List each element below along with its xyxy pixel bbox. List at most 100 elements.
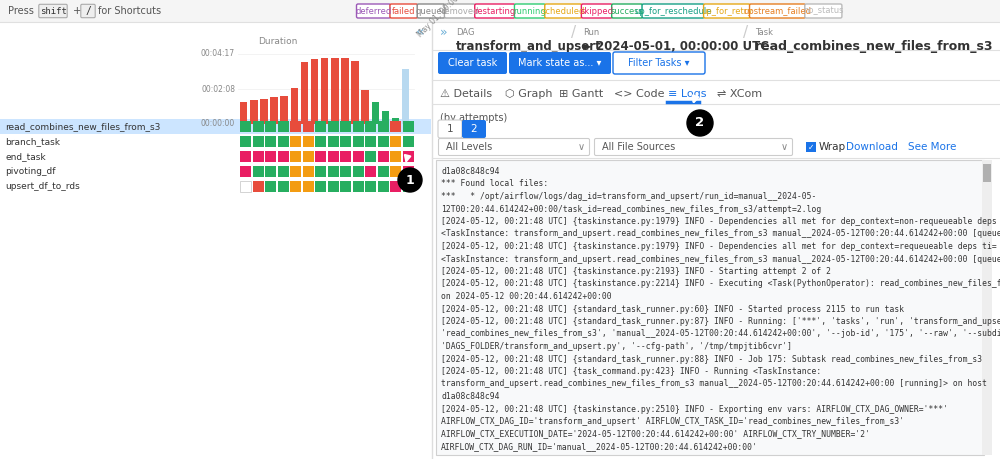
FancyBboxPatch shape [438,139,590,156]
Bar [260,99,268,124]
Text: [2024-05-12, 00:21:48 UTC] {standard_task_runner.py:87} INFO - Running: ['***', : [2024-05-12, 00:21:48 UTC] {standard_tas… [441,317,1000,326]
Text: ⬡ Graph: ⬡ Graph [505,89,552,99]
Text: <> Code: <> Code [614,89,664,99]
Text: running: running [513,6,546,16]
FancyBboxPatch shape [750,4,805,18]
Bar [372,101,379,124]
Text: /: / [571,24,576,39]
Bar [315,181,326,192]
Bar [265,151,276,162]
Bar [290,151,301,162]
Bar [278,181,288,192]
Text: «: « [416,25,424,39]
Text: shift: shift [40,6,66,16]
Bar [982,160,992,455]
Bar [290,136,301,147]
Bar [252,181,264,192]
Bar [252,151,264,162]
Text: [2024-05-12, 00:21:48 UTC] {taskinstance.py:2193} INFO - Starting attempt 2 of 2: [2024-05-12, 00:21:48 UTC] {taskinstance… [441,267,831,276]
Text: +: + [73,6,82,16]
Bar [328,121,338,132]
Text: Duration: Duration [258,37,297,46]
Text: success: success [611,6,644,16]
Text: 'DAGS_FOLDER/transform_and_upsert.py', '--cfg-path', '/tmp/tmpjtib6cvr']: 'DAGS_FOLDER/transform_and_upsert.py', '… [441,342,792,351]
FancyBboxPatch shape [612,4,643,18]
Bar [352,151,364,162]
Bar [432,22,1000,459]
Bar [315,166,326,177]
Text: upstream_failed: upstream_failed [743,6,811,16]
Text: See More: See More [908,142,956,152]
Bar [240,151,251,162]
Text: 'read_combines_new_files_from_s3', 'manual__2024-05-12T00:20:44.614242+00:00', ': 'read_combines_new_files_from_s3', 'manu… [441,330,1000,338]
Text: pivoting_df: pivoting_df [5,167,56,176]
Text: up_for_reschedule: up_for_reschedule [634,6,712,16]
FancyBboxPatch shape [581,4,612,18]
Bar [278,136,288,147]
Text: ***   * /opt/airflow/logs/dag_id=transform_and_upsert/run_id=manual__2024-05-: *** * /opt/airflow/logs/dag_id=transform… [441,192,816,201]
Bar [315,136,326,147]
Bar [302,136,314,147]
Text: ► 2024-05-01, 00:00:00 UTC: ► 2024-05-01, 00:00:00 UTC [583,40,769,53]
Circle shape [398,168,422,192]
Bar [290,166,301,177]
Text: [2024-05-12, 00:21:48 UTC] {task_command.py:423} INFO - Running <TaskInstance:: [2024-05-12, 00:21:48 UTC] {task_command… [441,367,821,376]
Text: »: » [440,26,448,39]
Text: skipped: skipped [580,6,613,16]
Text: ⇌ XCom: ⇌ XCom [717,89,762,99]
Bar [315,121,326,132]
Bar [252,121,264,132]
Bar [402,166,414,177]
Text: 2: 2 [471,124,477,134]
Bar [806,142,816,152]
Bar [378,181,388,192]
Text: Mark state as... ▾: Mark state as... ▾ [518,58,602,68]
Text: /: / [85,6,91,16]
Bar [390,166,401,177]
Bar [240,166,251,177]
Text: 1: 1 [406,174,414,186]
Text: [2024-05-12, 00:21:48 UTC] {taskinstance.py:1979} INFO - Dependencies all met fo: [2024-05-12, 00:21:48 UTC] {taskinstance… [441,242,997,251]
Text: ⊞ Gantt: ⊞ Gantt [559,89,603,99]
Text: removed: removed [441,6,479,16]
Bar [302,121,314,132]
Text: upsert_df_to_rds: upsert_df_to_rds [5,182,80,191]
Text: no_status: no_status [803,6,844,16]
Bar [265,181,276,192]
FancyBboxPatch shape [444,4,475,18]
Text: 1: 1 [447,124,453,134]
Bar [340,121,351,132]
FancyBboxPatch shape [81,4,95,18]
Bar [352,121,364,132]
Bar [0,22,432,459]
Text: transform_and_upsert.read_combines_new_files_from_s3 manual__2024-05-12T00:20:44: transform_and_upsert.read_combines_new_f… [441,380,987,388]
Bar [365,151,376,162]
Text: 00:00:00: 00:00:00 [201,119,235,129]
Text: for Shortcuts: for Shortcuts [98,6,161,16]
Bar [250,100,258,124]
Text: May 01, 00:00: May 01, 00:00 [416,0,461,39]
Text: All File Sources: All File Sources [602,142,675,152]
Bar [351,61,359,124]
Text: Press: Press [8,6,34,16]
Text: Run: Run [583,28,599,37]
Text: up_for_retry: up_for_retry [701,6,752,16]
Text: <TaskInstance: transform_and_upsert.read_combines_new_files_from_s3 manual__2024: <TaskInstance: transform_and_upsert.read… [441,230,1000,239]
Text: end_task: end_task [5,152,46,161]
Text: (by attempts): (by attempts) [440,113,507,123]
Bar [378,166,388,177]
Text: All Levels: All Levels [446,142,492,152]
Bar [302,151,314,162]
Text: transform_and_upsert: transform_and_upsert [456,40,602,53]
Bar [252,166,264,177]
Bar [402,69,409,124]
Bar [328,181,338,192]
Bar [290,121,301,132]
Bar [291,88,298,124]
Text: ⚠ Details: ⚠ Details [440,89,492,99]
Bar [0,0,1000,22]
Bar [278,121,288,132]
Text: restarting: restarting [474,6,515,16]
Bar [340,181,351,192]
Text: branch_task: branch_task [5,137,60,146]
